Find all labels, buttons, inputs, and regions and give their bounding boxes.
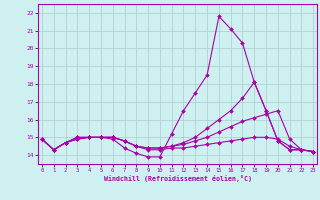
X-axis label: Windchill (Refroidissement éolien,°C): Windchill (Refroidissement éolien,°C) (104, 175, 252, 182)
